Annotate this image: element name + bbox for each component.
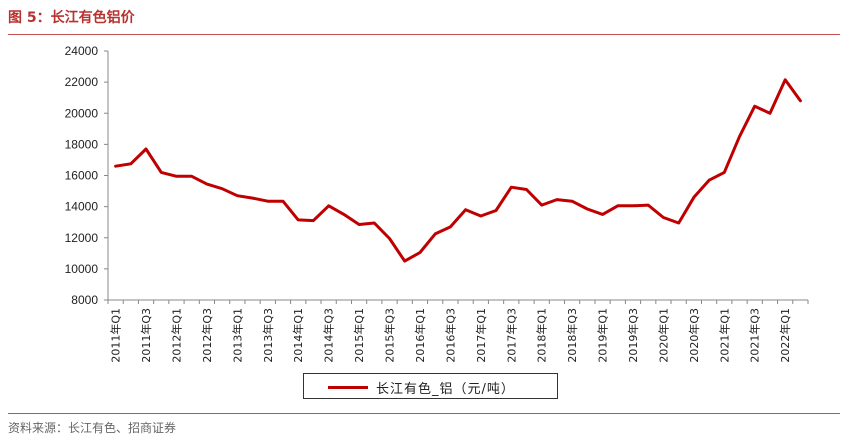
x-tick-label: 2014年Q3 xyxy=(322,308,336,363)
y-tick-label: 8000 xyxy=(71,293,98,307)
x-tick-label: 2014年Q1 xyxy=(291,308,305,363)
legend-swatch xyxy=(328,386,368,389)
y-tick-label: 12000 xyxy=(65,231,99,245)
x-tick-label: 2013年Q3 xyxy=(261,308,275,363)
source-note: 资料来源：长江有色、招商证券 xyxy=(8,421,177,435)
x-tick-label: 2021年Q3 xyxy=(748,308,762,363)
x-tick-label: 2013年Q1 xyxy=(230,308,244,363)
x-tick-label: 2016年Q1 xyxy=(413,308,427,363)
x-tick-label: 2019年Q3 xyxy=(626,308,640,363)
x-tick-label: 2012年Q3 xyxy=(200,308,214,363)
x-tick-label: 2020年Q3 xyxy=(687,308,701,363)
x-tick-label: 2011年Q1 xyxy=(109,308,123,363)
y-tick-label: 24000 xyxy=(65,44,99,58)
x-tick-label: 2020年Q1 xyxy=(656,308,670,363)
x-tick-label: 2016年Q3 xyxy=(443,308,457,363)
x-tick-label: 2011年Q3 xyxy=(139,308,153,363)
x-tick-label: 2021年Q1 xyxy=(717,308,731,363)
x-tick-label: 2015年Q3 xyxy=(383,308,397,363)
y-tick-label: 14000 xyxy=(65,200,99,214)
x-tick-label: 2017年Q1 xyxy=(474,308,488,363)
x-tick-label: 2018年Q1 xyxy=(535,308,549,363)
x-tick-label: 2022年Q1 xyxy=(778,308,792,363)
legend-label: 长江有色_铝（元/吨） xyxy=(376,382,515,397)
legend: 长江有色_铝（元/吨） xyxy=(303,373,558,399)
y-tick-label: 18000 xyxy=(65,137,99,151)
series-line xyxy=(114,78,802,263)
y-tick-label: 22000 xyxy=(65,75,99,89)
x-tick-label: 2018年Q3 xyxy=(565,308,579,363)
x-tick-label: 2015年Q1 xyxy=(352,308,366,363)
x-tick-label: 2012年Q1 xyxy=(169,308,183,363)
figure-title: 图 5：长江有色铝价 xyxy=(8,10,135,26)
top-divider xyxy=(8,34,840,35)
y-tick-label: 20000 xyxy=(65,106,99,120)
x-tick-label: 2019年Q1 xyxy=(596,308,610,363)
x-tick-label: 2017年Q3 xyxy=(504,308,518,363)
y-tick-label: 10000 xyxy=(65,262,99,276)
bottom-divider xyxy=(8,413,840,414)
y-tick-label: 16000 xyxy=(65,169,99,183)
